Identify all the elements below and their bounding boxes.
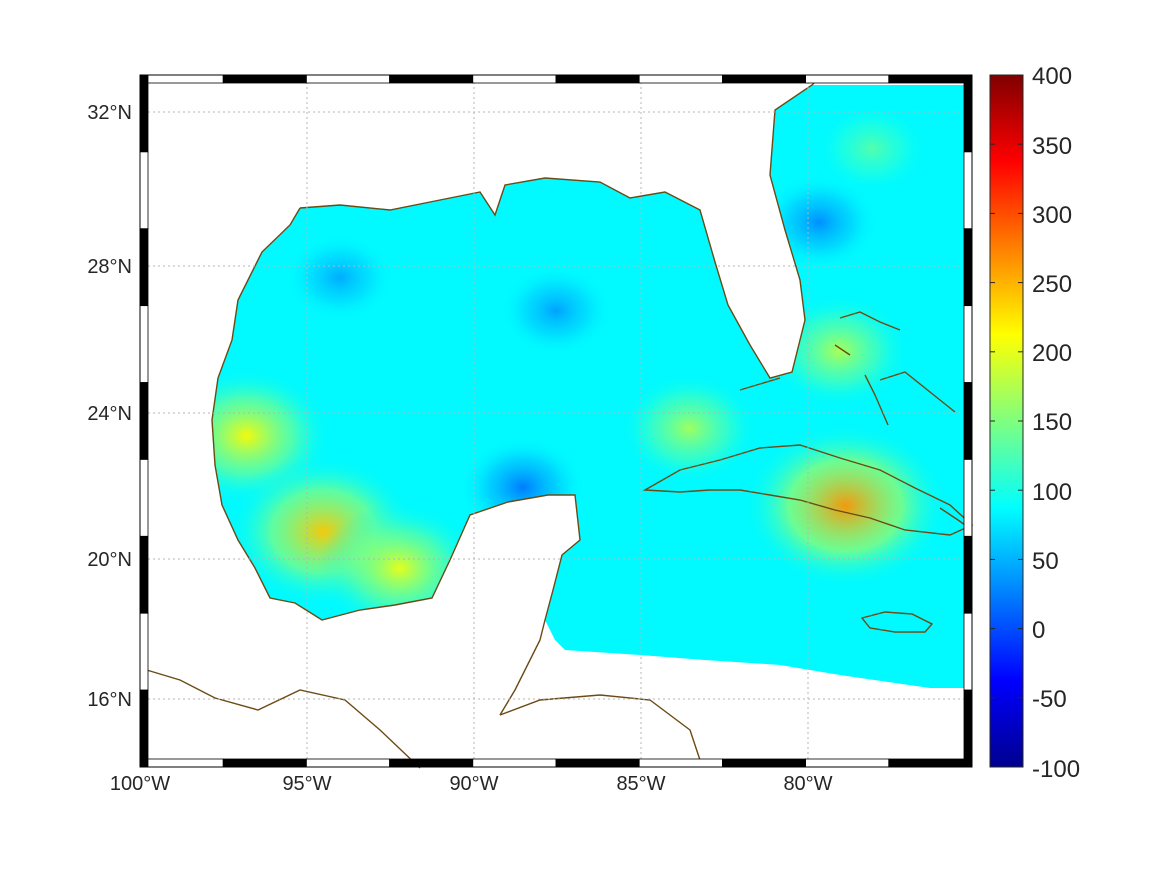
frame-top-segment bbox=[389, 74, 474, 84]
frame-top-segment bbox=[722, 74, 807, 84]
frame-right-segment bbox=[963, 228, 973, 307]
colorbar-label-200: 200 bbox=[1032, 340, 1072, 367]
frame-top-segment bbox=[472, 74, 557, 84]
latitude-labels: 32°N 28°N 24°N 20°N 16°N bbox=[87, 102, 132, 711]
colorbar-ticks bbox=[990, 74, 1023, 768]
frame-top-segment bbox=[222, 74, 307, 84]
colorbar-label-400: 400 bbox=[1032, 63, 1072, 90]
frame-right-segment bbox=[963, 305, 973, 383]
frame-left-segment bbox=[139, 689, 149, 768]
colorbar-label-250: 250 bbox=[1032, 271, 1072, 298]
frame-right-segment bbox=[963, 74, 973, 153]
frame-right-segment bbox=[963, 459, 973, 537]
lat-label-16n: 16°N bbox=[87, 689, 132, 711]
frame-bottom-segment bbox=[888, 758, 973, 768]
frame-top-segment bbox=[555, 74, 640, 84]
lat-label-32n: 32°N bbox=[87, 102, 132, 124]
frame-right-segment bbox=[963, 535, 973, 614]
mexico-coast-line bbox=[211, 207, 581, 716]
colorbar-label-neg50: -50 bbox=[1032, 686, 1067, 713]
bahamas-islands bbox=[834, 311, 956, 426]
frame-bottom-segment bbox=[555, 758, 640, 768]
colorbar-label-300: 300 bbox=[1032, 202, 1072, 229]
gulf-coast-line bbox=[299, 74, 823, 379]
field-feature-atlantic-north-high bbox=[816, 104, 928, 194]
colorbar-label-350: 350 bbox=[1032, 133, 1072, 160]
colorbar-label-0: 0 bbox=[1032, 617, 1045, 644]
frame-left-segment bbox=[139, 382, 149, 460]
frame-bottom-segment bbox=[305, 758, 390, 768]
lat-label-20n: 20°N bbox=[87, 549, 132, 571]
lon-label-85w: 85°W bbox=[616, 773, 665, 795]
frame-right-segment bbox=[963, 612, 973, 691]
frame-left-segment bbox=[139, 612, 149, 691]
frame-top-segment bbox=[139, 74, 224, 84]
map-grid bbox=[148, 82, 965, 760]
lon-label-90w: 90°W bbox=[449, 773, 498, 795]
frame-right-segment bbox=[963, 689, 973, 768]
lat-label-28n: 28°N bbox=[87, 256, 132, 278]
florida-keys bbox=[739, 377, 781, 391]
cuba-island bbox=[642, 444, 974, 536]
colorbar-label-150: 150 bbox=[1032, 409, 1072, 436]
colorbar: 400 350 300 250 200 150 100 50 0 -50 -10… bbox=[989, 63, 1080, 783]
lat-label-24n: 24°N bbox=[87, 403, 132, 425]
frame-left-segment bbox=[139, 74, 149, 153]
colorbar-label-50: 50 bbox=[1032, 548, 1059, 575]
frame-top-segment bbox=[638, 74, 723, 84]
frame-bottom-segment bbox=[222, 758, 307, 768]
frame-right-segment bbox=[963, 151, 973, 230]
map-frame bbox=[139, 74, 973, 768]
frame-top-segment bbox=[888, 74, 973, 84]
field-feature-yucatan-channel-low bbox=[459, 437, 586, 538]
frame-left-segment bbox=[139, 535, 149, 614]
frame-left-segment bbox=[139, 151, 149, 230]
field-feature-bahamas-high bbox=[767, 293, 911, 409]
field-feature-northwest-gulf-low bbox=[285, 234, 394, 321]
honduras-coast-line bbox=[499, 694, 701, 761]
colorbar-label-100: 100 bbox=[1032, 479, 1072, 506]
longitude-labels: 100°W 95°W 90°W 85°W 80°W bbox=[110, 773, 833, 795]
frame-bottom-segment bbox=[139, 758, 224, 768]
jamaica-island bbox=[860, 611, 934, 633]
frame-bottom-segment bbox=[722, 758, 807, 768]
colorbar-label-neg100: -100 bbox=[1032, 756, 1080, 783]
frame-bottom-segment bbox=[805, 758, 890, 768]
field-features bbox=[212, 104, 949, 634]
frame-bottom-segment bbox=[472, 758, 557, 768]
field-feature-central-gulf-low bbox=[500, 265, 612, 356]
frame-top-segment bbox=[805, 74, 890, 84]
frame-left-segment bbox=[139, 459, 149, 537]
lon-label-100w: 100°W bbox=[110, 773, 170, 795]
frame-left-segment bbox=[139, 228, 149, 307]
heatmap-field bbox=[212, 85, 965, 688]
frame-bottom-segment bbox=[638, 758, 723, 768]
frame-top-segment bbox=[305, 74, 390, 84]
frame-right-segment bbox=[963, 382, 973, 460]
frame-outline bbox=[139, 74, 973, 768]
frame-left-segment bbox=[139, 305, 149, 383]
field-feature-florida-straits-band bbox=[619, 372, 759, 485]
central-america-line bbox=[139, 667, 421, 769]
field-feature-cuba-south-high bbox=[742, 423, 949, 589]
frame-bottom-segment bbox=[389, 758, 474, 768]
lon-label-95w: 95°W bbox=[282, 773, 331, 795]
lon-label-80w: 80°W bbox=[783, 773, 832, 795]
